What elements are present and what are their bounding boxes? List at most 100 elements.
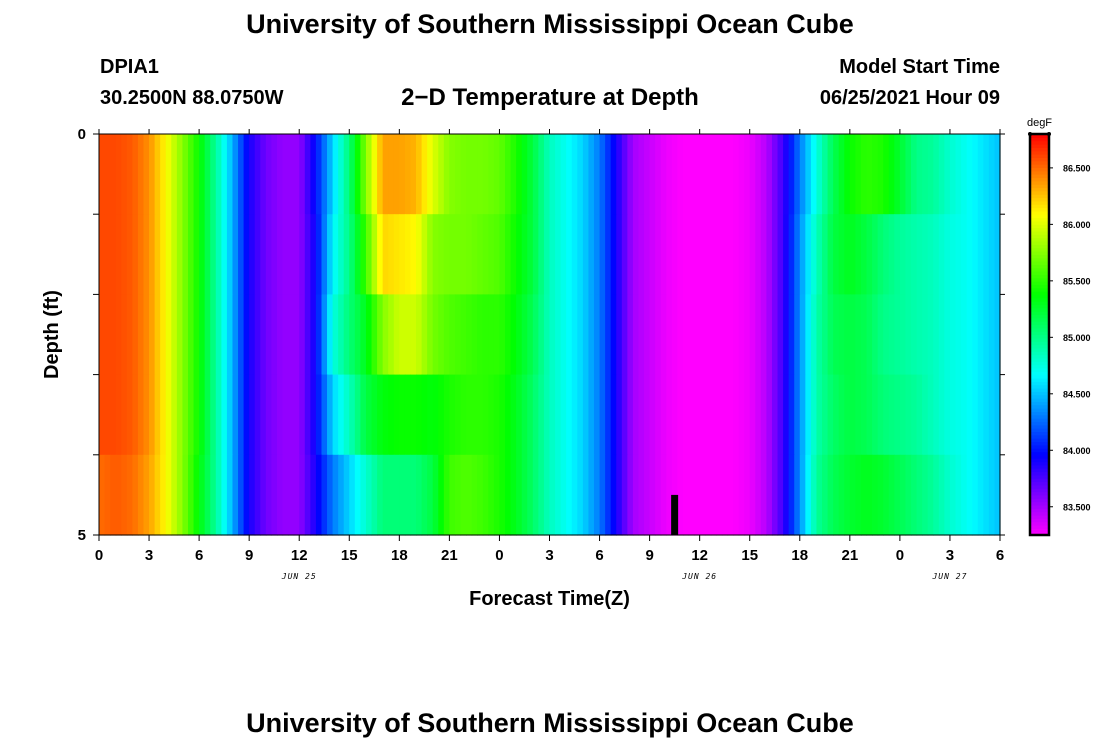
- heatmap-cell: [549, 134, 556, 215]
- heatmap-cell: [555, 294, 562, 376]
- heatmap-cell: [421, 374, 428, 456]
- heatmap-cell: [288, 214, 295, 295]
- heatmap-cell: [187, 294, 195, 376]
- heatmap-cell: [727, 134, 734, 215]
- heatmap-cell: [160, 294, 167, 376]
- heatmap-cell: [110, 134, 117, 215]
- heatmap-cell: [421, 214, 428, 295]
- heatmap-cell: [276, 454, 284, 536]
- heatmap-cell: [994, 294, 1001, 376]
- heatmap-cell: [249, 134, 256, 215]
- heatmap-cell: [527, 454, 534, 536]
- heatmap-cell: [610, 134, 617, 215]
- heatmap-cell: [632, 454, 640, 536]
- heatmap-cell: [204, 214, 211, 295]
- heatmap-cell: [616, 214, 623, 295]
- heatmap-cell: [315, 374, 323, 456]
- heatmap-cell: [243, 134, 250, 215]
- heatmap-cell: [215, 374, 222, 456]
- heatmap-cell: [899, 134, 907, 215]
- heatmap-cell: [888, 134, 895, 215]
- heatmap-cell: [816, 454, 823, 536]
- heatmap-cell: [449, 374, 456, 456]
- heatmap-cell: [238, 454, 245, 536]
- heatmap-cell: [460, 294, 467, 376]
- heatmap-cell: [521, 214, 528, 295]
- heatmap-cell: [682, 134, 690, 215]
- heatmap-cell: [349, 214, 356, 295]
- heatmap-cell: [432, 454, 439, 536]
- heatmap-cell: [327, 214, 334, 295]
- heatmap-cell: [849, 134, 856, 215]
- heatmap-cell: [699, 454, 706, 536]
- heatmap-cell: [304, 454, 311, 536]
- heatmap-cell: [838, 134, 845, 215]
- colorbar-segment: [1030, 214, 1049, 219]
- heatmap-cell: [393, 294, 400, 376]
- heatmap-cell: [232, 134, 239, 215]
- heatmap-cell: [454, 454, 462, 536]
- heatmap-cell: [727, 454, 734, 536]
- colorbar-segment: [1030, 250, 1049, 255]
- heatmap-cell: [221, 294, 228, 376]
- heatmap-cell: [410, 214, 417, 295]
- heatmap-cell: [371, 294, 378, 376]
- heatmap-cell: [482, 294, 489, 376]
- colorbar-segment: [1030, 404, 1049, 409]
- heatmap-cell: [332, 374, 339, 456]
- colorbar-segment: [1030, 291, 1049, 295]
- heatmap-cell: [771, 454, 779, 536]
- colorbar-segment: [1030, 230, 1049, 235]
- heatmap-cell: [499, 454, 506, 536]
- heatmap-cell: [555, 374, 562, 456]
- heatmap-cell: [137, 214, 145, 295]
- heatmap-cell: [382, 294, 389, 376]
- heatmap-cell: [894, 214, 901, 295]
- heatmap-cell: [154, 294, 161, 376]
- colorbar-segment: [1030, 184, 1049, 189]
- heatmap-cell: [154, 214, 161, 295]
- heatmap-cell: [254, 454, 261, 536]
- heatmap-cell: [110, 294, 117, 376]
- heatmap-cell: [738, 374, 745, 456]
- x-tick-label: 12: [691, 547, 708, 564]
- heatmap-cell: [299, 134, 306, 215]
- heatmap-cell: [210, 134, 217, 215]
- heatmap-cell: [404, 294, 412, 376]
- heatmap-cell: [716, 134, 723, 215]
- heatmap-cell: [238, 214, 245, 295]
- heatmap-cell: [755, 374, 762, 456]
- heatmap-cell: [571, 214, 578, 295]
- colorbar-segment: [1030, 260, 1049, 265]
- heatmap-cell: [849, 454, 856, 536]
- heatmap-cell: [911, 454, 918, 536]
- heatmap-cell: [226, 214, 234, 295]
- heatmap-cell: [226, 454, 234, 536]
- heatmap-cell: [816, 134, 823, 215]
- heatmap-cell: [883, 134, 890, 215]
- heatmap-cell: [543, 294, 551, 376]
- heatmap-cell: [238, 134, 245, 215]
- heatmap-cell: [922, 374, 929, 456]
- heatmap-cell: [733, 454, 740, 536]
- heatmap-cell: [621, 294, 628, 376]
- heatmap-cell: [182, 374, 189, 456]
- heatmap-cell: [866, 374, 873, 456]
- heatmap-cell: [844, 294, 851, 376]
- heatmap-cell: [288, 454, 295, 536]
- heatmap-cell: [471, 134, 478, 215]
- heatmap-cell: [794, 454, 801, 536]
- x-tick-label: 9: [245, 547, 253, 564]
- heatmap-cell: [299, 294, 306, 376]
- heatmap-cell: [338, 374, 345, 456]
- heatmap-cell: [860, 134, 868, 215]
- heatmap-cell: [187, 214, 195, 295]
- heatmap-cell: [805, 134, 812, 215]
- heatmap-cell: [332, 294, 339, 376]
- heatmap-cell: [783, 134, 790, 215]
- heatmap-cell: [588, 134, 595, 215]
- heatmap-cell: [744, 134, 751, 215]
- heatmap-cell: [382, 134, 389, 215]
- heatmap-cell: [677, 214, 684, 295]
- heatmap-cell: [260, 214, 267, 295]
